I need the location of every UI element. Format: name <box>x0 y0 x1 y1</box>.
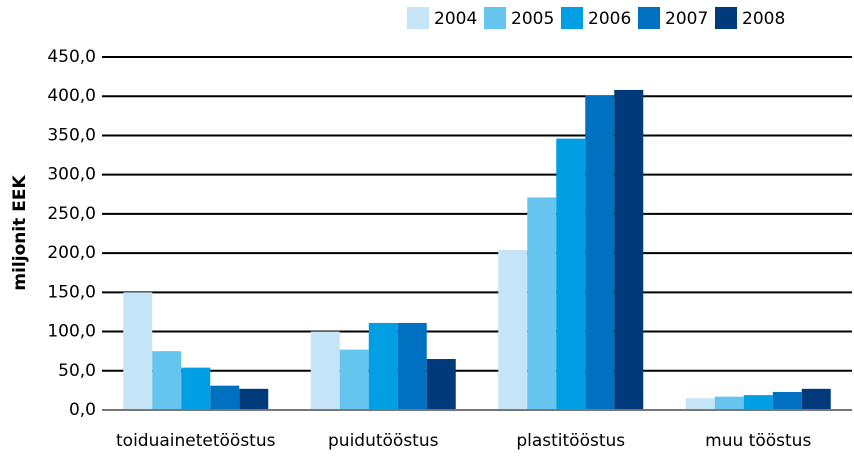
legend-swatch <box>484 7 506 29</box>
bar <box>152 351 182 410</box>
y-tick-label: 350,0 <box>47 125 96 145</box>
y-tick-label: 250,0 <box>47 204 96 224</box>
x-tick-label: muu tööstus <box>705 431 811 451</box>
y-tick-label: 0,0 <box>69 400 96 420</box>
legend-swatch <box>407 7 429 29</box>
bar <box>123 292 153 410</box>
bar <box>426 359 456 410</box>
bar <box>368 322 398 410</box>
y-tick-label: 400,0 <box>47 86 96 106</box>
bar <box>772 391 802 410</box>
bar <box>527 197 557 410</box>
bar <box>239 388 269 410</box>
bar <box>614 89 644 411</box>
y-axis-title: miljonit EEK <box>10 175 30 291</box>
bar <box>397 322 427 410</box>
y-tick-label: 100,0 <box>47 322 96 342</box>
y-tick-label: 150,0 <box>47 282 96 302</box>
bar <box>339 349 369 410</box>
legend-swatch <box>638 7 660 29</box>
legend-label: 2005 <box>511 9 554 29</box>
bar <box>556 138 586 411</box>
bar <box>585 95 615 410</box>
bar <box>498 249 528 410</box>
y-tick-label: 300,0 <box>47 165 96 185</box>
bar <box>743 395 773 410</box>
legend-label: 2007 <box>665 9 708 29</box>
legend-swatch <box>715 7 737 29</box>
x-tick-label: plastitööstus <box>516 431 625 451</box>
bar <box>210 385 240 410</box>
legend-label: 2008 <box>742 9 785 29</box>
legend-label: 2004 <box>434 9 477 29</box>
x-tick-label: puidutööstus <box>328 431 439 451</box>
bar <box>181 367 211 410</box>
x-tick-label: toiduainetetööstus <box>116 431 276 451</box>
bar <box>714 396 744 410</box>
bar <box>801 388 831 410</box>
y-tick-label: 450,0 <box>47 47 96 67</box>
legend-swatch <box>561 7 583 29</box>
y-tick-label: 200,0 <box>47 243 96 263</box>
bar <box>310 331 340 410</box>
y-tick-label: 50,0 <box>58 361 96 381</box>
bar <box>685 398 715 410</box>
legend-label: 2006 <box>588 9 631 29</box>
